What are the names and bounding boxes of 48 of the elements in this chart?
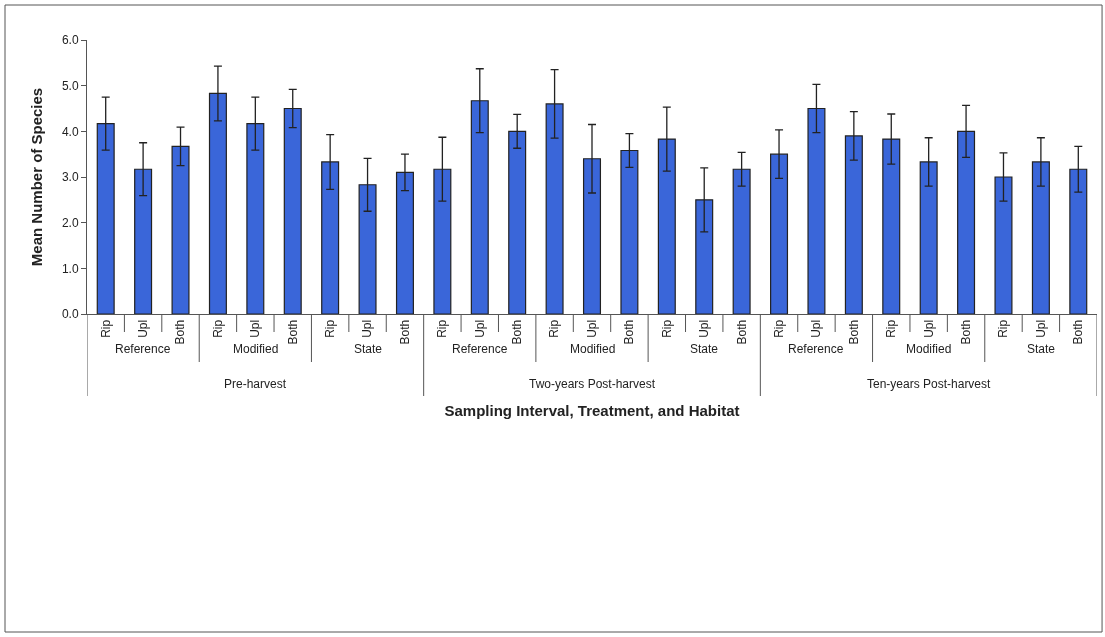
y-tick-label: 0.0 — [61, 307, 79, 322]
x-tick-label: Upl — [921, 319, 936, 338]
x-tick-label: Rip — [771, 319, 786, 338]
x-tick-label: Rip — [547, 319, 562, 338]
text: Modified — [570, 342, 616, 356]
y-tick-label: 1.0 — [61, 261, 79, 276]
text: Modified — [906, 342, 952, 356]
text: State — [690, 342, 719, 356]
y-tick-label: 2.0 — [61, 215, 79, 230]
x-tick-label: Both — [397, 319, 412, 345]
x-tick-label: Both — [734, 319, 749, 345]
text: Reference — [788, 342, 844, 356]
x-tick-label: Upl — [809, 319, 824, 338]
x-tick-label: Rip — [996, 319, 1011, 338]
y-tick-label: 4.0 — [61, 124, 79, 139]
x-tick-label: Upl — [248, 319, 263, 338]
x-tick-label: Both — [958, 319, 973, 345]
text: Reference — [115, 342, 171, 356]
text: Pre-harvest — [224, 377, 287, 391]
y-tick-label: 3.0 — [61, 170, 79, 185]
text: State — [1027, 342, 1056, 356]
x-tick-label: Both — [846, 319, 861, 345]
x-tick-label: Rip — [323, 319, 338, 338]
y-tick-label: 6.0 — [61, 33, 79, 48]
x-tick-label: Rip — [210, 319, 225, 338]
y-tick-label: 5.0 — [61, 78, 79, 93]
x-tick-label: Both — [173, 319, 188, 345]
text: Reference — [452, 342, 508, 356]
x-tick-label: Upl — [472, 319, 487, 338]
x-tick-label: Both — [1071, 319, 1086, 345]
text: State — [354, 342, 383, 356]
y-axis-title: Mean Number of Species — [28, 87, 46, 267]
x-tick-label: Both — [510, 319, 525, 345]
x-tick-label: Upl — [136, 319, 151, 338]
text: Modified — [233, 342, 279, 356]
x-tick-label: Upl — [360, 319, 375, 338]
x-axis-title: Sampling Interval, Treatment, and Habitat — [444, 402, 740, 420]
x-tick-label: Rip — [435, 319, 450, 338]
x-tick-label: Rip — [659, 319, 674, 338]
text: Two-years Post-harvest — [529, 377, 656, 391]
x-tick-label: Rip — [98, 319, 113, 338]
x-tick-label: Upl — [697, 319, 712, 338]
text: Ten-years Post-harvest — [867, 377, 992, 391]
x-tick-label: Upl — [584, 319, 599, 338]
x-tick-label: Upl — [1033, 319, 1048, 338]
x-tick-label: Both — [622, 319, 637, 345]
x-tick-label: Both — [285, 319, 300, 345]
x-tick-label: Rip — [884, 319, 899, 338]
